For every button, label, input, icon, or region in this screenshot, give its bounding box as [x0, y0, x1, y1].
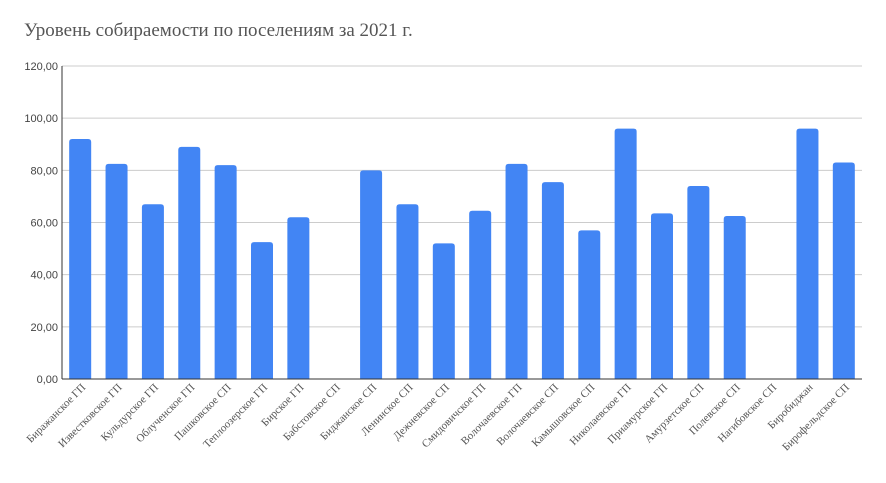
bar — [687, 185, 710, 379]
bar — [214, 165, 237, 379]
y-tick-label: 120,00 — [24, 61, 58, 73]
bar — [541, 182, 564, 379]
bars — [69, 128, 855, 379]
chart-title: Уровень собираемости по поселениям за 20… — [24, 20, 413, 41]
bar — [287, 217, 310, 379]
bar — [614, 128, 637, 379]
bar — [723, 215, 746, 379]
bar — [832, 162, 855, 379]
y-tick-label: 80,00 — [30, 165, 58, 177]
x-category-label: Камышовское СП — [530, 382, 598, 450]
x-category-label: Волочаевское СП — [495, 382, 562, 449]
bar — [796, 128, 819, 379]
x-category-label: Известковское ГП — [56, 382, 125, 451]
y-tick-label: 60,00 — [30, 218, 58, 230]
bar — [432, 243, 455, 379]
bar — [69, 139, 92, 379]
y-axis-tick-labels: 0,00 20,00 40,00 60,00 80,00 100,00 120,00 — [24, 61, 58, 386]
x-category-label: Смидовичское ГП — [420, 382, 489, 451]
bar — [505, 163, 528, 379]
x-category-label: Теплоозерское ГП — [201, 382, 270, 451]
bar — [469, 210, 492, 379]
x-category-label: Бирофельдское СП — [780, 382, 852, 454]
y-tick-label: 40,00 — [30, 270, 58, 282]
bar — [251, 242, 273, 379]
bar — [178, 146, 201, 379]
bar — [651, 213, 673, 379]
bar — [396, 204, 419, 379]
bar — [105, 163, 128, 379]
y-tick-label: 20,00 — [30, 322, 58, 334]
bar — [578, 230, 601, 379]
y-tick-label: 100,00 — [24, 113, 58, 125]
bar — [360, 170, 383, 379]
bar — [141, 204, 164, 379]
y-tick-label: 0,00 — [37, 374, 58, 386]
x-category-label: Николаевское ГП — [568, 382, 634, 448]
